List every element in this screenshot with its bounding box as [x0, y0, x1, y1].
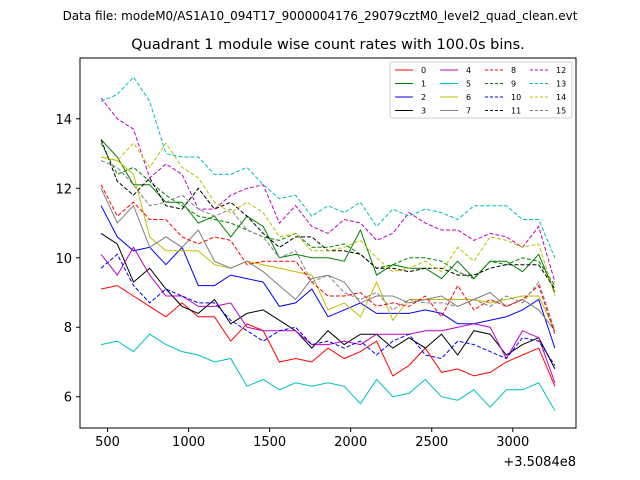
legend-label-0: 0 — [421, 66, 426, 75]
y-tick-label: 8 — [64, 321, 72, 336]
legend-label-14: 14 — [556, 93, 566, 102]
legend-label-12: 12 — [556, 66, 566, 75]
y-tick-label: 6 — [64, 391, 72, 406]
series-line-12 — [100, 97, 556, 283]
legend-label-9: 9 — [511, 80, 516, 89]
legend-label-6: 6 — [466, 93, 471, 102]
series-line-5 — [100, 333, 556, 411]
series-line-10 — [100, 253, 556, 366]
legend-label-5: 5 — [466, 80, 471, 89]
series-line-14 — [100, 142, 556, 297]
series-line-3 — [100, 232, 556, 370]
series-line-9 — [100, 142, 556, 286]
chart-title: Quadrant 1 module wise count rates with … — [131, 37, 525, 53]
series-line-6 — [100, 156, 556, 331]
x-tick-label: 1000 — [172, 435, 205, 450]
x-tick-label: 1500 — [253, 435, 286, 450]
x-offset-label: +3.5084e8 — [503, 455, 576, 470]
series-line-0 — [100, 285, 556, 387]
legend-label-8: 8 — [511, 66, 516, 75]
legend-label-4: 4 — [466, 66, 471, 75]
y-tick-label: 12 — [55, 182, 72, 197]
x-tick-label: 500 — [95, 435, 120, 450]
series-line-15 — [100, 160, 556, 331]
legend-label-1: 1 — [421, 80, 426, 89]
x-tick-label: 2000 — [334, 435, 367, 450]
x-tick-label: 3000 — [496, 435, 529, 450]
legend-label-11: 11 — [511, 107, 521, 116]
x-tick-label: 2500 — [415, 435, 448, 450]
y-tick-label: 14 — [55, 113, 72, 128]
y-tick-label: 10 — [55, 252, 72, 267]
legend-label-15: 15 — [556, 107, 566, 116]
plot-area — [79, 57, 577, 429]
series-line-4 — [100, 246, 556, 383]
series-line-11 — [100, 139, 556, 290]
legend-label-10: 10 — [511, 93, 521, 102]
data-file-label: Data file: modeM0/AS1A10_094T17_90000041… — [63, 9, 578, 23]
legend-label-2: 2 — [421, 93, 426, 102]
series-line-8 — [100, 184, 556, 335]
legend-box — [389, 61, 573, 119]
legend-label-7: 7 — [466, 107, 471, 116]
legend-label-13: 13 — [556, 80, 566, 89]
series-line-7 — [100, 188, 556, 332]
legend-label-3: 3 — [421, 107, 426, 116]
series-line-2 — [100, 205, 556, 349]
